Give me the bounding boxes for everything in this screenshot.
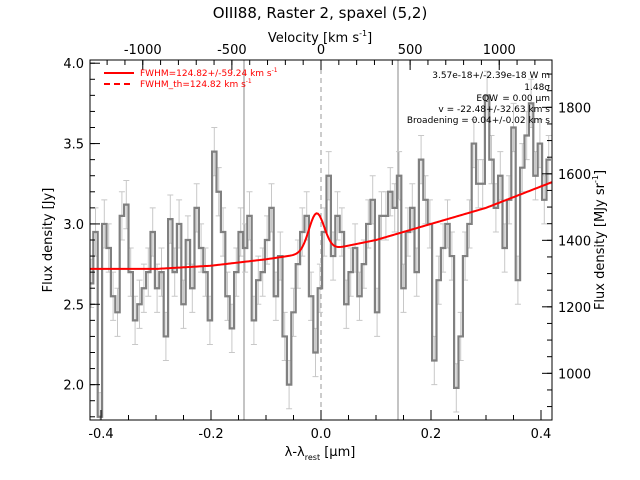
y-tick-label: 3.5	[63, 138, 84, 153]
bottom-axis-label: λ-λrest [μm]	[285, 445, 356, 462]
y-tick-label: 2.5	[63, 298, 84, 313]
annotation-flux: 3.57e-18+/-2.39e-18 W m	[432, 71, 550, 81]
top-tick-label: 500	[398, 43, 423, 58]
chart-title: OIII88, Raster 2, spaxel (5,2)	[213, 4, 428, 22]
x-tick-label: 0.4	[531, 427, 552, 442]
top-tick-label: -1000	[124, 43, 162, 58]
legend-label: FWHM=124.82+/-59.24 km s-1	[140, 67, 278, 79]
y-right-tick-label: 1600	[558, 168, 591, 183]
right-axis-label: Flux density [MJy sr-1]	[591, 170, 608, 310]
annotation-sigma: 1.48σ	[524, 83, 550, 93]
y-right-tick-label: 1800	[558, 101, 591, 116]
x-tick-label: -0.2	[198, 427, 223, 442]
top-tick-label: 0	[317, 43, 325, 58]
x-tick-label: 0.0	[311, 427, 332, 442]
y-right-tick-label: 1200	[558, 301, 591, 316]
top-axis-label: Velocity [km s-1]	[268, 29, 372, 46]
annotation-broadening: Broadening = 0.04+/-0.02 km s	[407, 116, 550, 126]
annotation-velocity: v = -22.48+/-32.63 km s	[438, 105, 550, 115]
spectrum-histogram	[90, 94, 551, 418]
annotation-eqw-label: EQW	[476, 94, 498, 104]
y-tick-label: 4.0	[63, 57, 84, 72]
top-tick-label: 1000	[483, 43, 516, 58]
x-tick-label: 0.2	[421, 427, 442, 442]
x-tick-label: -0.4	[88, 427, 113, 442]
legend-label: FWHM_th=124.82 km s-1	[140, 78, 252, 90]
plot-area: -0.4 -0.2 0.0 0.2 0.4 -1000 -500 0 500 1000 2.0 2.5…	[63, 43, 591, 442]
y-right-tick-label: 1400	[558, 234, 591, 249]
y-tick-label: 2.0	[63, 379, 84, 394]
annotation-eqw-value: = 0.00 μm	[502, 94, 550, 104]
left-axis-label: Flux density [Jy]	[41, 188, 56, 293]
fit-curve	[90, 181, 552, 270]
y-right-tick-label: 1000	[558, 367, 591, 382]
top-tick-label: -500	[217, 43, 247, 58]
y-tick-label: 3.0	[63, 218, 84, 233]
error-bars	[90, 70, 552, 420]
